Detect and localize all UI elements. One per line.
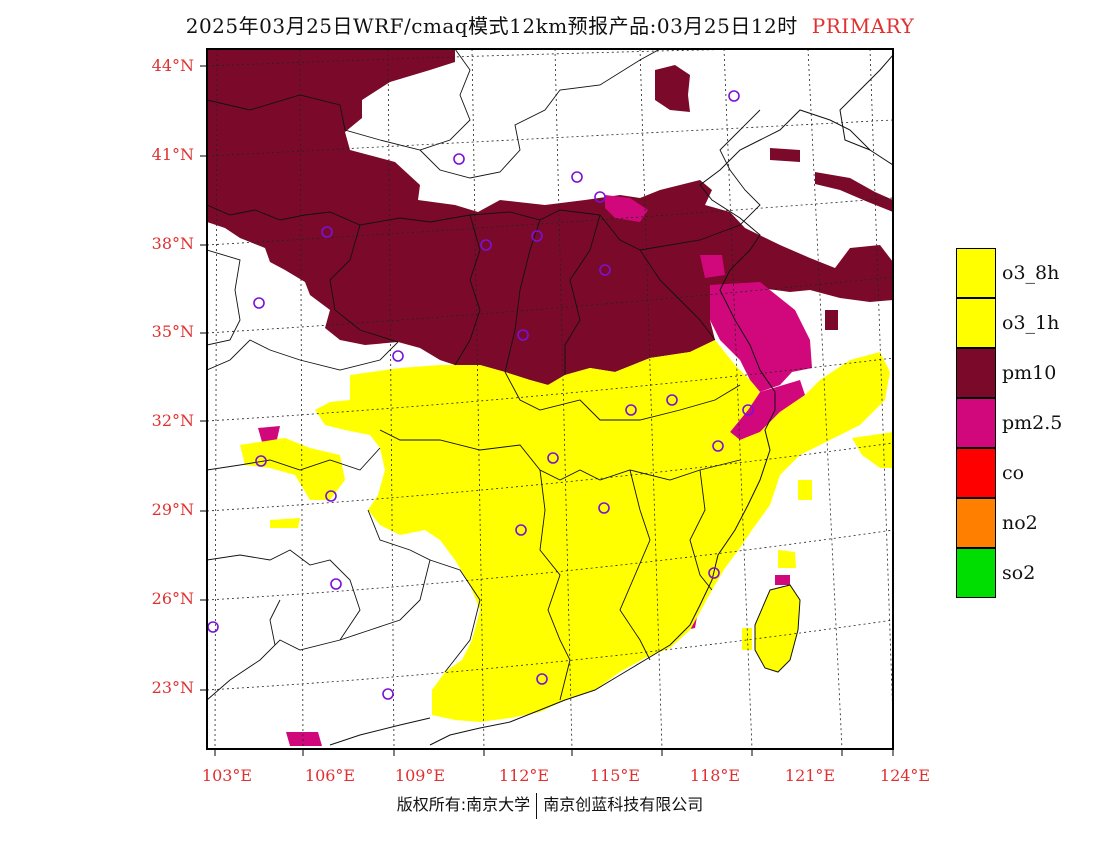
legend-item-co: co bbox=[956, 448, 1024, 498]
city-marker bbox=[666, 394, 678, 406]
pm25-patch-beijing bbox=[605, 195, 725, 278]
city-marker bbox=[598, 502, 610, 514]
city-markers bbox=[207, 90, 754, 700]
lat-label: 26°N bbox=[151, 589, 194, 608]
lat-label: 29°N bbox=[151, 500, 194, 519]
pm10-patch-coast bbox=[815, 172, 893, 212]
copyright-company: 南京创蓝科技有限公司 bbox=[543, 795, 704, 814]
lat-label: 38°N bbox=[151, 234, 194, 253]
lat-label: 23°N bbox=[151, 678, 194, 697]
legend-label: no2 bbox=[1002, 512, 1038, 534]
graticule bbox=[207, 49, 893, 749]
city-marker bbox=[571, 171, 583, 183]
map-title: 2025年03月25日WRF/cmaq模式12km预报产品:03月25日12时 P… bbox=[0, 10, 1100, 39]
lon-label: 124°E bbox=[879, 766, 931, 785]
lat-label: 32°N bbox=[151, 411, 194, 430]
map-title-text: 2025年03月25日WRF/cmaq模式12km预报产品:03月25日12时 bbox=[185, 14, 798, 38]
legend-item-pm25: pm2.5 bbox=[956, 398, 1062, 448]
pm10-region bbox=[207, 49, 893, 385]
city-marker bbox=[325, 490, 337, 502]
city-marker bbox=[515, 524, 527, 536]
city-marker bbox=[453, 153, 465, 165]
lon-label: 106°E bbox=[304, 766, 356, 785]
legend-label: co bbox=[1002, 462, 1025, 484]
city-marker bbox=[712, 440, 724, 452]
legend-label: pm10 bbox=[1002, 362, 1057, 384]
legend-swatch bbox=[956, 398, 996, 448]
legend-swatch bbox=[956, 248, 996, 298]
city-marker bbox=[531, 230, 543, 242]
lon-label: 103°E bbox=[201, 766, 253, 785]
city-marker bbox=[480, 239, 492, 251]
lon-label: 121°E bbox=[784, 766, 836, 785]
lat-label: 44°N bbox=[151, 56, 194, 75]
city-marker bbox=[392, 350, 404, 362]
map-frame bbox=[206, 48, 894, 750]
lon-label: 112°E bbox=[498, 766, 550, 785]
city-marker bbox=[625, 404, 637, 416]
coastline bbox=[329, 54, 893, 746]
lat-label: 35°N bbox=[151, 322, 194, 341]
axis-ticks bbox=[200, 65, 894, 756]
city-marker bbox=[536, 673, 548, 685]
map-title-tag: PRIMARY bbox=[811, 14, 915, 38]
pm25-patch-river bbox=[730, 380, 805, 440]
legend-label: so2 bbox=[1002, 562, 1036, 584]
copyright-footer: 版权所有:南京大学 南京创蓝科技有限公司 bbox=[0, 791, 1100, 819]
legend-swatch bbox=[956, 298, 996, 348]
legend: o3_8h o3_1h pm10 pm2.5 co no2 so2 bbox=[956, 248, 1062, 598]
legend-label: pm2.5 bbox=[1002, 412, 1063, 434]
o3-patch-taiwan bbox=[742, 550, 800, 672]
lon-label: 109°E bbox=[394, 766, 446, 785]
legend-label: o3_8h bbox=[1002, 262, 1060, 284]
lat-label: 41°N bbox=[151, 145, 194, 164]
o3-region bbox=[315, 340, 890, 722]
pm25-region bbox=[710, 282, 812, 392]
city-marker bbox=[708, 567, 720, 579]
footer-separator bbox=[536, 792, 538, 819]
city-marker bbox=[517, 329, 529, 341]
city-marker bbox=[547, 452, 559, 464]
copyright-owner: 版权所有:南京大学 bbox=[396, 795, 531, 814]
legend-swatch bbox=[956, 448, 996, 498]
city-marker bbox=[728, 90, 740, 102]
city-marker bbox=[255, 455, 267, 467]
o3-patch-east bbox=[798, 432, 893, 500]
legend-item-o3-8h: o3_8h bbox=[956, 248, 1059, 298]
lon-label: 118°E bbox=[689, 766, 741, 785]
city-marker bbox=[742, 404, 754, 416]
lon-label: 115°E bbox=[589, 766, 641, 785]
city-marker bbox=[594, 191, 606, 203]
legend-swatch bbox=[956, 498, 996, 548]
legend-swatch bbox=[956, 348, 996, 398]
map-content bbox=[207, 49, 893, 749]
legend-item-pm10: pm10 bbox=[956, 348, 1056, 398]
legend-item-so2: so2 bbox=[956, 548, 1035, 598]
legend-label: o3_1h bbox=[1002, 312, 1060, 334]
pm10-patch-ne bbox=[655, 65, 690, 112]
city-marker bbox=[599, 264, 611, 276]
legend-item-no2: no2 bbox=[956, 498, 1038, 548]
legend-item-o3-1h: o3_1h bbox=[956, 298, 1059, 348]
city-marker bbox=[321, 226, 333, 238]
city-marker bbox=[253, 297, 265, 309]
city-marker bbox=[330, 578, 342, 590]
city-marker bbox=[382, 688, 394, 700]
legend-swatch bbox=[956, 548, 996, 598]
